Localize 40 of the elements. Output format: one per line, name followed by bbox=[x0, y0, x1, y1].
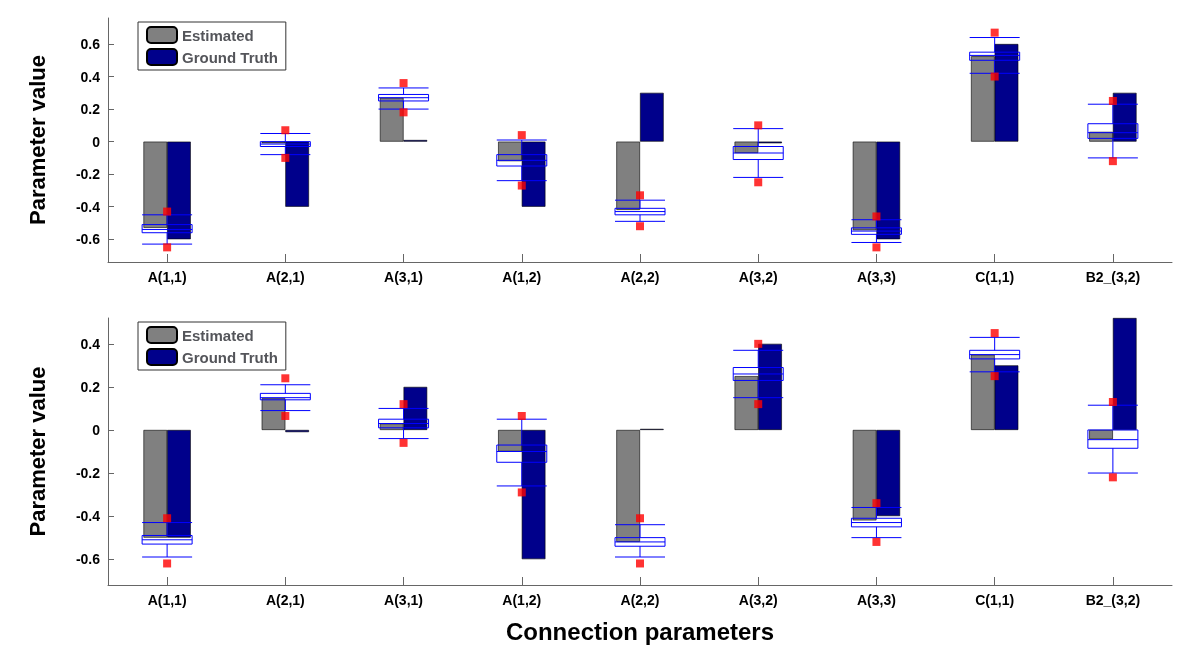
x-tick-label: A(3,2) bbox=[738, 269, 778, 285]
y-tick-label: -0.2 bbox=[75, 465, 101, 482]
x-tick-label: A(3,3) bbox=[856, 592, 896, 608]
y-tick-label: 0.6 bbox=[80, 36, 101, 53]
y-axis-title: Parameter value bbox=[24, 366, 50, 537]
x-tick-label: A(3,1) bbox=[384, 269, 424, 285]
y-axis-title: Parameter value bbox=[24, 55, 50, 225]
legend-label: Ground Truth bbox=[182, 48, 278, 66]
x-tick-label: A(1,2) bbox=[502, 269, 542, 285]
x-tick-label: C(1,1) bbox=[975, 592, 1015, 608]
x-tick-label: A(3,2) bbox=[738, 592, 778, 608]
y-tick-label: -0.4 bbox=[75, 508, 101, 525]
x-tick-label: A(3,3) bbox=[856, 269, 896, 285]
legend-label: Ground Truth bbox=[182, 348, 278, 366]
y-tick-label: -0.6 bbox=[75, 551, 101, 568]
x-tick-label: B2_(3,2) bbox=[1085, 269, 1141, 285]
x-tick-label: A(2,2) bbox=[620, 269, 660, 285]
x-tick-label: A(3,1) bbox=[384, 592, 424, 608]
x-tick-label: B2_(3,2) bbox=[1085, 592, 1141, 608]
bar bbox=[616, 429, 640, 542]
x-tick-label: A(1,1) bbox=[147, 592, 187, 608]
y-tick-label: 0.4 bbox=[80, 335, 101, 352]
x-tick-label: A(2,1) bbox=[265, 269, 305, 285]
x-tick-label: C(1,1) bbox=[975, 269, 1015, 285]
y-tick-label: -0.6 bbox=[75, 231, 101, 248]
x-tick-label: A(2,2) bbox=[620, 592, 660, 608]
y-tick-label: 0.4 bbox=[80, 68, 101, 85]
x-tick-label: A(1,1) bbox=[147, 269, 187, 285]
y-tick-label: -0.2 bbox=[75, 166, 101, 183]
y-tick-label: -0.4 bbox=[75, 198, 101, 215]
y-tick-label: 0 bbox=[92, 421, 101, 438]
y-tick-label: 0 bbox=[92, 133, 101, 150]
x-tick-label: A(2,1) bbox=[265, 592, 305, 608]
legend-label: Estimated bbox=[182, 26, 254, 44]
x-tick-label: A(1,2) bbox=[502, 592, 542, 608]
legend-label: Estimated bbox=[182, 326, 254, 344]
y-tick-label: 0.2 bbox=[80, 101, 101, 118]
y-tick-label: 0.2 bbox=[80, 378, 101, 395]
x-axis-title: Connection parameters bbox=[505, 617, 775, 645]
bar bbox=[1112, 318, 1137, 430]
